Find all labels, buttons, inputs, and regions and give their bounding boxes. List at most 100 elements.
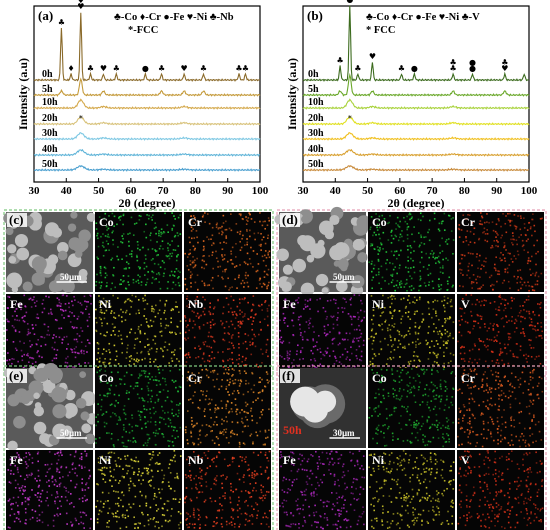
element-map-co: Co bbox=[95, 212, 182, 292]
eds-panel-c: 50μm (c) Co Cr Fe Ni Nb bbox=[3, 209, 274, 377]
x-tick-label-100: 100 bbox=[252, 185, 269, 197]
peak-marker: ♣ bbox=[58, 18, 65, 27]
element-label-ni: Ni bbox=[99, 297, 112, 311]
panel-frame-f bbox=[276, 365, 547, 530]
element-map-nb: Nb bbox=[184, 294, 271, 374]
series-label-5h: 5h bbox=[308, 84, 319, 95]
peak-marker: ♣ bbox=[354, 64, 361, 73]
element-label-co: Co bbox=[99, 371, 114, 385]
series-label-5h: 5h bbox=[42, 84, 53, 95]
series-line-20h bbox=[302, 116, 530, 126]
x-tick-label-60: 60 bbox=[125, 185, 137, 197]
sem-image-f: 30μm 50h (f) bbox=[279, 368, 366, 448]
panel-label-f: (f) bbox=[282, 368, 295, 383]
b-x-ticks: 30 40 50 60 70 80 90 100 bbox=[298, 178, 538, 197]
element-map-ni: Ni bbox=[95, 294, 182, 374]
panel-label-e: (e) bbox=[9, 368, 23, 383]
peak-marker: ♣ bbox=[450, 64, 457, 73]
sem-image-d: 50μm (d) bbox=[274, 206, 372, 297]
series-label-20h: 20h bbox=[42, 113, 58, 124]
x-tick-label-40: 40 bbox=[61, 185, 73, 197]
element-map-fe: Fe bbox=[279, 294, 366, 374]
a-series-lines bbox=[33, 12, 261, 172]
series-line-50h bbox=[302, 165, 529, 172]
x-tick-label-70: 70 bbox=[427, 185, 439, 197]
element-label-co: Co bbox=[372, 371, 387, 385]
element-map-cr: Cr bbox=[457, 368, 544, 448]
scale-bar-label: 50μm bbox=[333, 272, 355, 282]
y-axis-title-b: Intensity (a.u) bbox=[285, 58, 299, 130]
series-line-50h bbox=[33, 165, 260, 172]
series-label-40h: 40h bbox=[308, 144, 324, 155]
element-map-co: Co bbox=[368, 212, 455, 292]
y-axis-title-a: Intensity (a.u) bbox=[16, 58, 30, 130]
series-label-40h: 40h bbox=[42, 144, 58, 155]
panel-label-d: (d) bbox=[282, 212, 298, 227]
x-tick-label-80: 80 bbox=[190, 185, 202, 197]
element-map-co: Co bbox=[368, 368, 455, 448]
peak-marker: ● bbox=[346, 0, 353, 4]
eds-panel-d: 50μm (d) Co Cr Fe Ni V bbox=[274, 206, 547, 377]
a-peak-markers: ♣♦♥♥♣♣♥♣●♣♥♣♣♣* bbox=[58, 0, 249, 123]
a-x-ticks: 30 40 50 60 70 80 90 100 bbox=[29, 178, 269, 197]
legend-a-line2: *-FCC bbox=[128, 25, 158, 36]
series-line-10h bbox=[33, 98, 261, 110]
peak-marker: ♣ bbox=[501, 58, 508, 67]
element-label-co: Co bbox=[99, 215, 114, 229]
eds-panel-e: 50μm (e) Co Cr Fe Ni Nb bbox=[3, 363, 274, 530]
series-label-30h: 30h bbox=[308, 128, 324, 139]
panel-label-a: (a) bbox=[38, 8, 53, 23]
series-label-10h: 10h bbox=[308, 97, 324, 108]
element-label-v: V bbox=[461, 297, 470, 311]
series-label-0h: 0h bbox=[308, 69, 319, 80]
peak-marker: ♣ bbox=[200, 64, 207, 73]
legend-a-line1: ♣-Co ♦-Cr ●-Fe ♥-Ni ♣-Nb bbox=[114, 12, 234, 23]
element-map-nb: Nb bbox=[184, 450, 271, 530]
element-label-fe: Fe bbox=[10, 297, 23, 311]
element-label-nb: Nb bbox=[188, 453, 204, 467]
peak-marker: ♣ bbox=[242, 64, 249, 73]
sem-image-c: 50μm (c) bbox=[3, 211, 96, 293]
sem-time-label: 50h bbox=[283, 423, 302, 437]
series-label-50h: 50h bbox=[42, 159, 58, 170]
peak-marker: ♣ bbox=[450, 58, 457, 67]
x-tick-label-60: 60 bbox=[394, 185, 406, 197]
element-label-cr: Cr bbox=[188, 215, 203, 229]
scale-bar-label: 30μm bbox=[333, 428, 355, 438]
peak-marker: ● bbox=[142, 64, 149, 73]
element-map-fe: Fe bbox=[279, 450, 366, 530]
series-line-40h bbox=[303, 148, 530, 157]
x-axis-title-a: 2θ (degree) bbox=[118, 196, 175, 210]
peak-marker: ♥ bbox=[501, 64, 508, 73]
panel-label-b: (b) bbox=[307, 8, 323, 23]
element-map-co: Co bbox=[95, 368, 182, 448]
x-tick-label-30: 30 bbox=[298, 185, 310, 197]
series-line-30h bbox=[302, 132, 530, 141]
b-time-labels: 0h 5h 10h 20h 30h 40h 50h bbox=[308, 69, 324, 170]
peak-marker: ♦ bbox=[68, 64, 75, 73]
element-map-fe: Fe bbox=[6, 450, 93, 530]
peak-marker: ♥ bbox=[100, 64, 107, 73]
b-series-lines bbox=[302, 5, 530, 172]
x-tick-label-50: 50 bbox=[93, 185, 105, 197]
element-map-ni: Ni bbox=[368, 450, 455, 530]
element-label-v: V bbox=[461, 453, 470, 467]
series-label-50h: 50h bbox=[308, 159, 324, 170]
peak-marker: ♣ bbox=[158, 64, 165, 73]
series-line-5h bbox=[33, 77, 261, 97]
element-label-fe: Fe bbox=[283, 453, 296, 467]
element-map-fe: Fe bbox=[6, 294, 93, 374]
series-label-20h: 20h bbox=[308, 113, 324, 124]
element-label-fe: Fe bbox=[283, 297, 296, 311]
peak-marker: ● bbox=[469, 58, 476, 67]
legend-b-line1: ♣-Co ♦-Cr ●-Fe ♥-Ni ♣-V bbox=[366, 12, 480, 23]
peak-marker: ♣ bbox=[87, 64, 94, 73]
peak-marker: ♣ bbox=[398, 64, 405, 73]
sem-image-e: 50μm (e) bbox=[3, 363, 98, 452]
peak-marker: ♥ bbox=[369, 52, 376, 61]
a-time-labels: 0h 5h 10h 20h 30h 40h 50h bbox=[42, 69, 58, 170]
scale-bar-label: 50μm bbox=[60, 428, 82, 438]
x-tick-label-50: 50 bbox=[362, 185, 374, 197]
